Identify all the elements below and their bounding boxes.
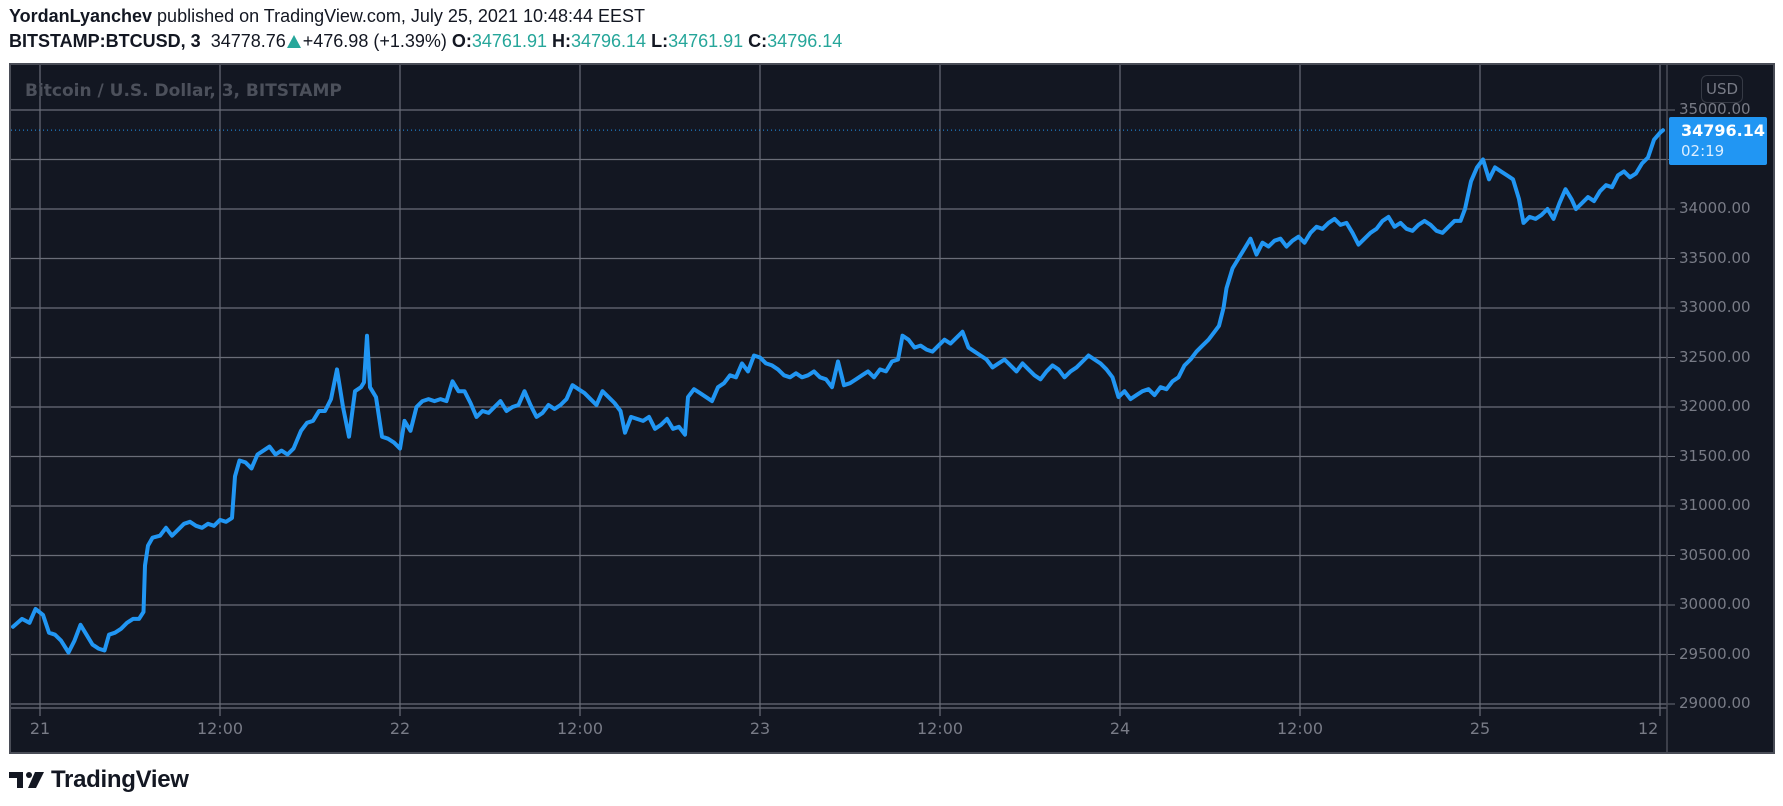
time-tick-label: 12:00 [196,719,244,738]
tradingview-logo[interactable]: TradingView [9,766,189,793]
price-tick-label: 29500.00 [1679,644,1751,663]
low-value: 34761.91 [668,31,744,51]
time-tick-label: 12:00 [916,719,964,738]
price-tick-label: 30500.00 [1679,545,1751,564]
price-tick-label: 33500.00 [1679,248,1751,267]
last-price-marker: 34796.14 02:19 [1669,117,1767,166]
time-tick-label: 24 [1109,719,1131,738]
price-tick-label: 29000.00 [1679,694,1751,712]
price-change: +476.98 (+1.39%) [302,31,447,51]
chart-legend: Bitcoin / U.S. Dollar, 3, BITSTAMP [25,81,342,101]
time-tick-label: 12:0 [1638,719,1660,738]
price-tick-label: 30000.00 [1679,595,1751,613]
time-tick-label: 12:00 [1276,719,1324,738]
up-arrow-icon [286,35,301,48]
close-label: C: [748,31,768,51]
published-text: published on TradingView.com, July 25, 2… [152,6,646,26]
time-tick-label: 25 [1469,719,1491,738]
price-tick-label: 35000.00 [1679,100,1751,118]
price-tick-label: 32500.00 [1679,347,1751,366]
price-tick-label: 34000.00 [1679,199,1751,217]
time-tick-label: 22 [389,719,411,738]
symbol-name: BITSTAMP:BTCUSD, 3 [9,31,201,51]
close-value: 34796.14 [767,31,843,51]
open-label: O: [451,31,472,51]
time-tick-label: 12:00 [556,719,604,738]
symbol-info: BITSTAMP:BTCUSD, 3 34778.76 +476.98 (+1.3… [9,31,842,52]
price-tick-label: 33000.00 [1679,298,1751,316]
price-tick-label: 31000.00 [1679,496,1751,514]
price-chart[interactable] [11,65,1773,752]
price-tick-label: 32000.00 [1679,397,1751,415]
high-value: 34796.14 [570,31,647,51]
low-label: L: [651,31,669,51]
time-tick-label: 23 [749,719,771,738]
bar-countdown: 02:19 [1681,142,1725,161]
chart-panel[interactable]: Bitcoin / U.S. Dollar, 3, BITSTAMP USD 3… [9,63,1775,754]
tradingview-logo-icon [9,772,44,788]
open-value: 34761.91 [471,31,547,51]
currency-button[interactable]: USD [1701,75,1743,103]
brand-name: TradingView [51,766,189,793]
author-name[interactable]: YordanLyanchev [9,6,153,26]
last-price-value: 34796.14 [1681,121,1766,141]
high-label: H: [551,31,571,51]
price-line [11,128,1665,655]
publish-info: YordanLyanchev published on TradingView.… [9,6,645,27]
price-tick-label: 31500.00 [1679,446,1751,465]
time-tick-label: 21 [29,719,51,738]
last-price: 34778.76 [210,31,286,51]
